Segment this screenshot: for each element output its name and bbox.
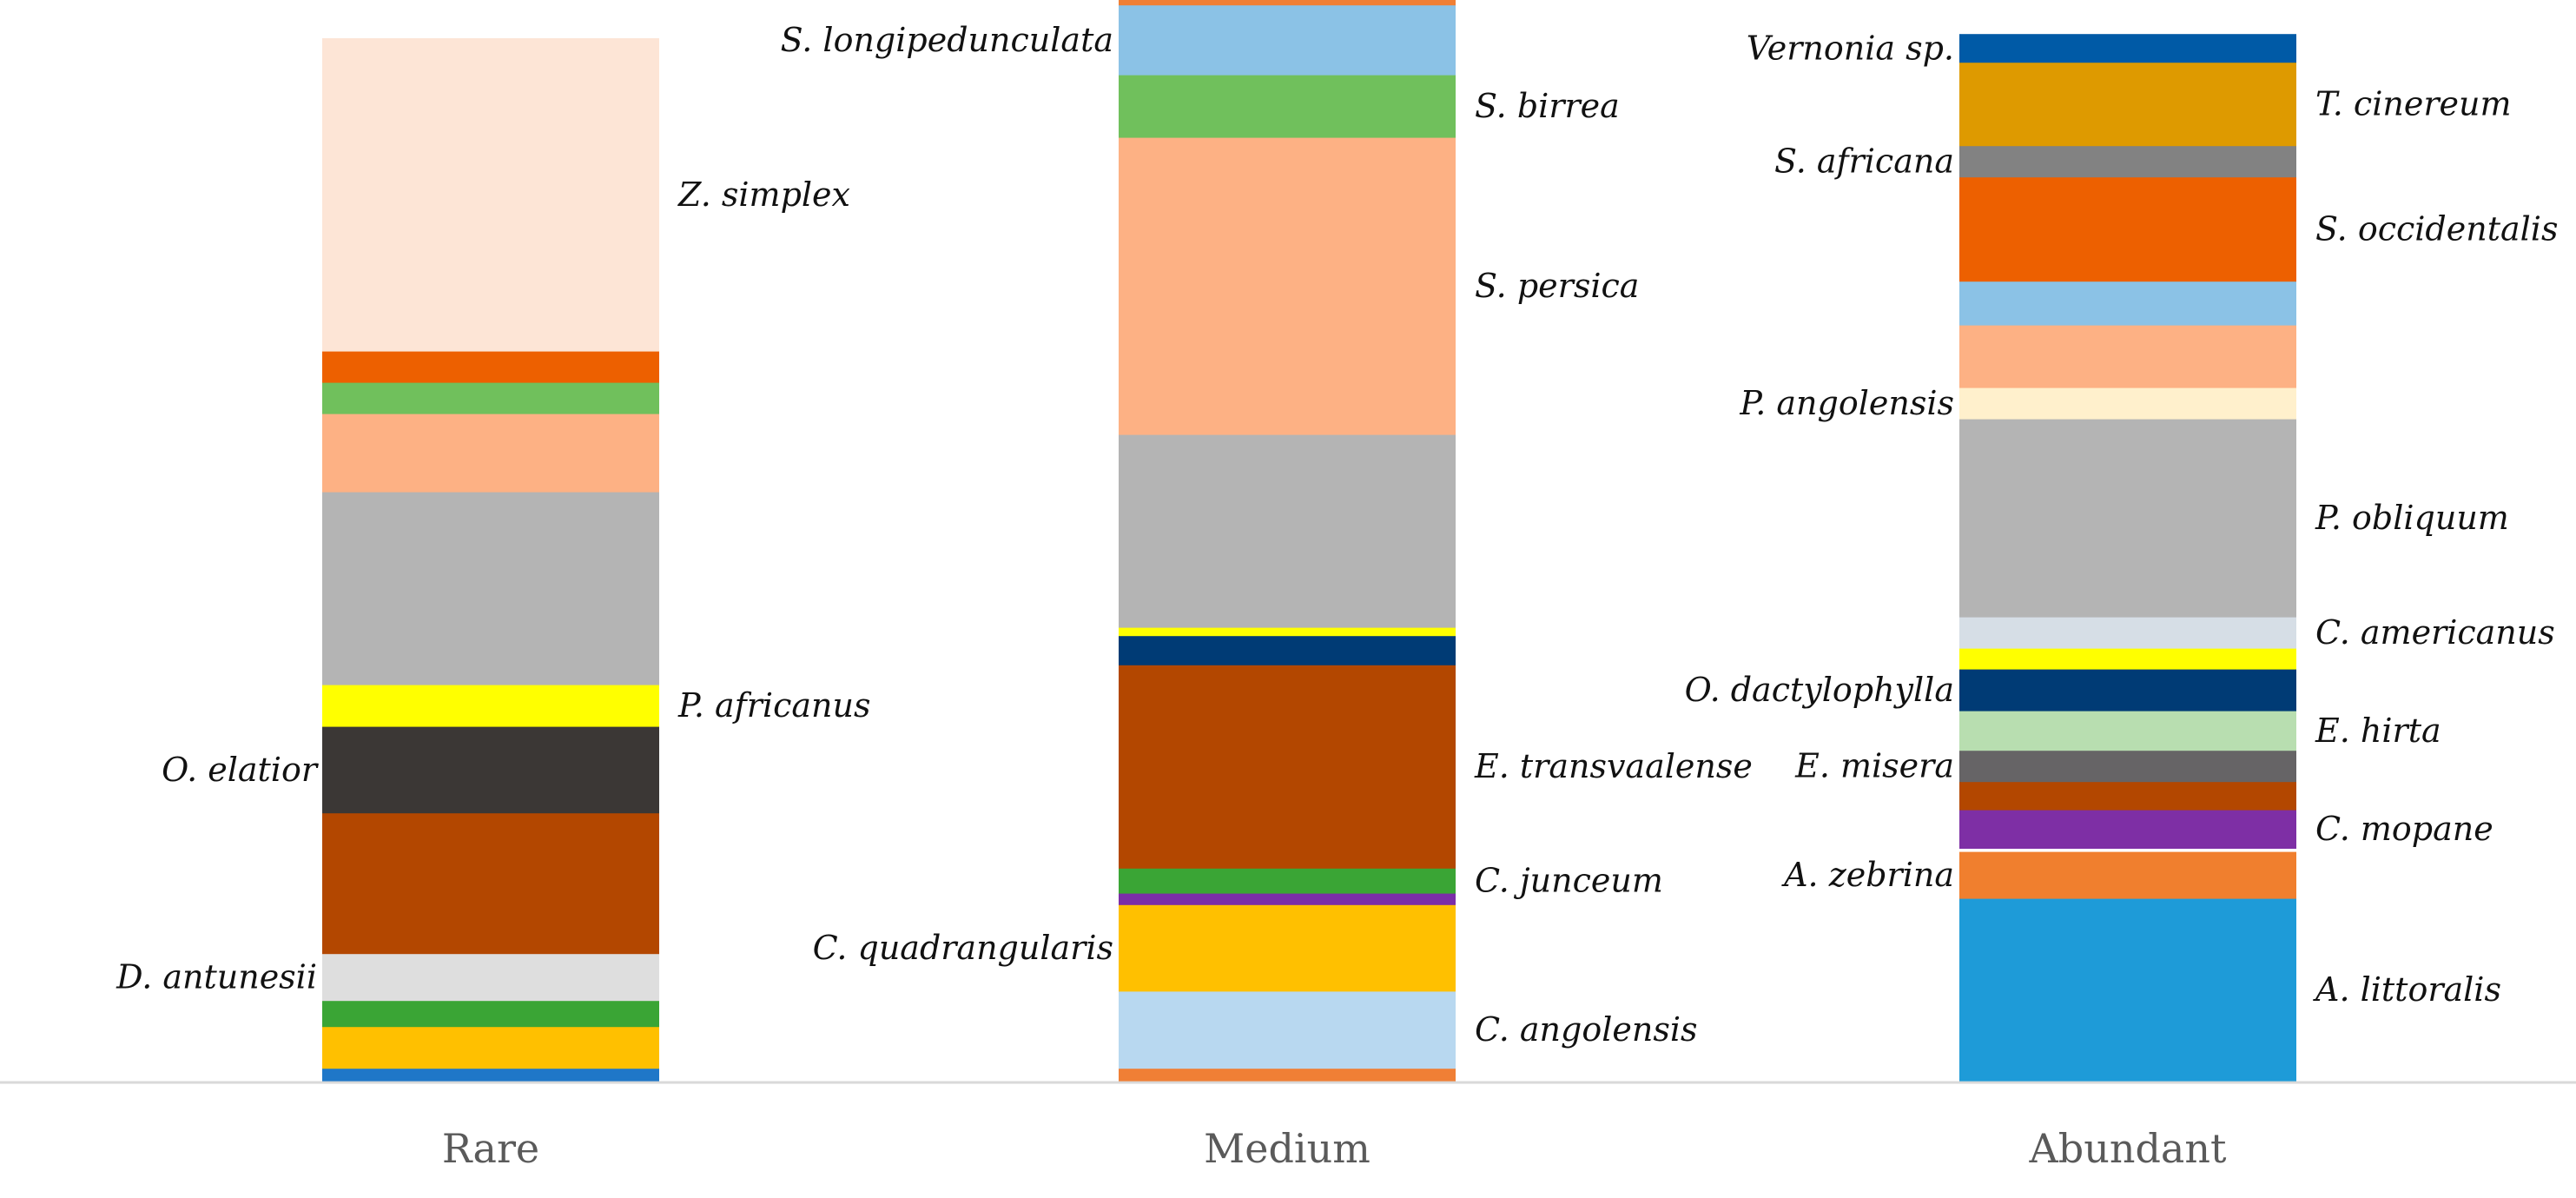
segment-label: C. mopane bbox=[2315, 810, 2493, 848]
bar-segment-abundant-10 bbox=[1959, 419, 2296, 618]
segment-label: O. dactylophylla bbox=[1685, 671, 1954, 709]
bar-segment-medium-6 bbox=[1119, 635, 1456, 665]
bar-segment-abundant-8 bbox=[1959, 648, 2296, 670]
bar-segment-medium-12 bbox=[1119, 0, 1456, 6]
segment-label: S. occidentalis bbox=[2315, 210, 2558, 248]
bars-layer bbox=[322, 0, 2296, 1082]
bar-segment-medium-10 bbox=[1119, 75, 1456, 138]
bar-segment-abundant-7 bbox=[1959, 669, 2296, 712]
bar-segment-abundant-5 bbox=[1959, 750, 2296, 783]
segment-label: T. cinereum bbox=[2315, 85, 2511, 123]
bar-segment-medium-9 bbox=[1119, 137, 1456, 435]
bar-segment-rare-2 bbox=[322, 1000, 659, 1028]
bar-segment-rare-11 bbox=[322, 38, 659, 352]
segment-label: P. angolensis bbox=[1739, 384, 1954, 422]
segment-label: A. littoralis bbox=[2313, 970, 2501, 1009]
bar-segment-abundant-0 bbox=[1959, 898, 2296, 1082]
bar-segment-abundant-17 bbox=[1959, 34, 2296, 63]
bar-segment-medium-5 bbox=[1119, 665, 1456, 869]
bar-segment-medium-7 bbox=[1119, 627, 1456, 637]
bar-segment-rare-6 bbox=[322, 685, 659, 727]
segment-label: S. africana bbox=[1774, 142, 1954, 181]
category-label-abundant: Abundant bbox=[2029, 1125, 2227, 1172]
segment-label: E. hirta bbox=[2315, 712, 2441, 750]
bar-segment-rare-10 bbox=[322, 351, 659, 383]
segment-label: C. americanus bbox=[2315, 613, 2555, 652]
bar-segment-medium-1 bbox=[1119, 990, 1456, 1069]
bar-segment-abundant-12 bbox=[1959, 325, 2296, 388]
bar-segment-abundant-16 bbox=[1959, 62, 2296, 147]
bar-segment-medium-8 bbox=[1119, 434, 1456, 628]
bar-segment-abundant-11 bbox=[1959, 387, 2296, 420]
bar-segment-rare-9 bbox=[322, 382, 659, 414]
bar-segment-abundant-6 bbox=[1959, 711, 2296, 751]
bar-segment-abundant-3 bbox=[1959, 810, 2296, 849]
segment-label: D. antunesii bbox=[116, 958, 317, 996]
bar-segment-abundant-1 bbox=[1959, 851, 2296, 899]
bar-segment-medium-2 bbox=[1119, 904, 1456, 992]
segment-label: O. elatior bbox=[162, 751, 320, 789]
bar-segment-rare-5 bbox=[322, 726, 659, 814]
bar-segment-medium-11 bbox=[1119, 4, 1456, 76]
segment-label: Z. simplex bbox=[677, 175, 850, 214]
bar-segment-abundant-2 bbox=[1959, 848, 2296, 852]
bar-segment-medium-0 bbox=[1119, 1068, 1456, 1082]
segment-label: C. quadrangularis bbox=[813, 929, 1113, 967]
segment-label: P. obliquum bbox=[2315, 499, 2509, 537]
bar-segment-abundant-4 bbox=[1959, 781, 2296, 811]
segment-label: P. africanus bbox=[677, 686, 870, 725]
segment-label: E. transvaalense bbox=[1474, 747, 1753, 785]
segment-label: S. persica bbox=[1475, 267, 1639, 305]
bar-segment-rare-4 bbox=[322, 812, 659, 955]
bar-segment-abundant-15 bbox=[1959, 145, 2296, 178]
segment-label: C. angolensis bbox=[1475, 1010, 1697, 1049]
segment-label: S. birrea bbox=[1475, 87, 1620, 125]
bar-segment-rare-8 bbox=[322, 414, 659, 493]
bar-segment-rare-0 bbox=[322, 1068, 659, 1082]
category-label-medium: Medium bbox=[1204, 1125, 1371, 1172]
bar-segment-rare-7 bbox=[322, 492, 659, 685]
bar-segment-medium-3 bbox=[1119, 893, 1456, 905]
segment-label: E. misera bbox=[1794, 747, 1954, 785]
bar-segment-abundant-13 bbox=[1959, 281, 2296, 326]
bar-segment-abundant-14 bbox=[1959, 176, 2296, 282]
segment-label: S. longipedunculata bbox=[781, 21, 1113, 59]
segment-label: Vernonia sp. bbox=[1747, 29, 1954, 67]
segment-label: A. zebrina bbox=[1781, 856, 1954, 894]
bar-segment-rare-1 bbox=[322, 1026, 659, 1069]
category-labels-layer: Rare Medium Abundant bbox=[442, 1125, 2227, 1172]
bar-segment-abundant-9 bbox=[1959, 617, 2296, 649]
category-label-rare: Rare bbox=[442, 1125, 539, 1172]
segment-label: C. junceum bbox=[1475, 862, 1663, 900]
labels-layer: D. antunesii O. elatior P. africanus Z. sim… bbox=[116, 21, 2558, 1049]
bar-segment-rare-3 bbox=[322, 953, 659, 1002]
bar-segment-medium-4 bbox=[1119, 868, 1456, 894]
